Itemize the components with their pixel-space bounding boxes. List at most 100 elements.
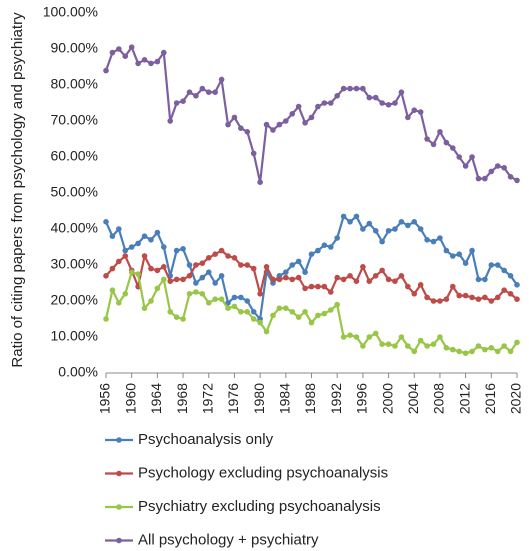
data-point	[353, 334, 360, 340]
data-point	[321, 242, 328, 248]
data-point	[392, 278, 398, 285]
data-point	[430, 238, 437, 245]
x-tick-label: 1956	[97, 383, 113, 414]
data-point	[501, 165, 507, 171]
data-point	[141, 57, 148, 63]
data-point	[514, 339, 520, 346]
y-tick-label: 60.00%	[51, 148, 98, 164]
data-point	[218, 76, 225, 83]
data-point	[315, 247, 321, 254]
data-point	[257, 179, 263, 185]
data-point	[443, 296, 450, 303]
data-point	[469, 247, 475, 254]
data-point	[141, 233, 148, 239]
data-point	[353, 85, 360, 92]
data-point	[379, 341, 385, 348]
data-point	[488, 168, 495, 175]
data-point	[212, 296, 218, 303]
data-point	[103, 219, 109, 225]
x-tick-label: 2008	[431, 383, 447, 414]
y-tick-label: 70.00%	[51, 112, 98, 128]
data-point	[167, 118, 174, 124]
data-point	[289, 111, 296, 117]
data-point	[321, 310, 328, 317]
x-tick-label: 1984	[277, 383, 293, 414]
y-axis-label: Ratio of citing papers from psychology a…	[9, 12, 26, 368]
data-point	[437, 129, 443, 135]
legend-label: Psychology excluding psychoanalysis	[138, 464, 388, 481]
data-point	[212, 251, 218, 257]
data-point	[270, 312, 276, 319]
data-point	[148, 265, 154, 272]
data-point	[449, 253, 456, 259]
data-point	[507, 291, 514, 297]
data-point	[360, 343, 366, 349]
data-point	[238, 294, 244, 301]
data-point	[482, 294, 488, 301]
data-point	[244, 129, 251, 135]
data-point	[225, 300, 231, 306]
data-point	[212, 280, 218, 286]
data-point	[238, 125, 244, 131]
data-point	[289, 276, 296, 283]
data-point	[250, 316, 257, 322]
data-point	[295, 274, 302, 281]
data-point	[135, 60, 141, 67]
data-point	[103, 67, 109, 74]
data-point	[507, 174, 514, 180]
data-point	[148, 60, 154, 67]
data-point	[135, 240, 141, 247]
data-point	[360, 85, 366, 92]
data-point	[231, 303, 238, 310]
data-point	[443, 345, 450, 351]
data-point	[250, 150, 257, 157]
data-point	[109, 233, 116, 239]
data-point	[482, 175, 488, 182]
data-point	[411, 348, 418, 355]
data-point	[257, 291, 263, 297]
data-point	[315, 283, 321, 290]
data-point	[302, 120, 308, 126]
data-point	[205, 300, 212, 306]
data-point	[109, 287, 116, 294]
data-point	[122, 247, 129, 254]
data-point	[334, 301, 340, 308]
data-point	[250, 265, 257, 272]
data-point	[122, 253, 129, 259]
data-point	[167, 309, 174, 315]
data-point	[302, 309, 308, 315]
data-point	[308, 251, 315, 257]
data-point	[405, 222, 411, 229]
data-point	[475, 276, 482, 283]
data-point	[283, 269, 289, 276]
x-tick-label: 1988	[302, 383, 318, 414]
data-point	[180, 276, 186, 283]
data-point	[424, 237, 430, 243]
data-point	[340, 276, 347, 283]
data-point	[116, 226, 122, 232]
data-point	[424, 294, 430, 301]
data-point	[218, 273, 225, 279]
data-point	[308, 283, 315, 290]
data-point	[411, 107, 418, 113]
data-point	[270, 276, 276, 283]
data-point	[263, 328, 270, 335]
data-point	[385, 228, 392, 234]
data-point	[366, 278, 373, 285]
data-point	[180, 316, 186, 322]
data-point	[443, 139, 450, 146]
data-point	[372, 228, 379, 234]
data-point	[250, 309, 257, 315]
data-point	[507, 348, 514, 355]
data-point	[327, 289, 334, 295]
data-point	[411, 219, 418, 225]
data-point	[482, 346, 488, 353]
data-point	[366, 94, 373, 101]
y-tick-label: 100.00%	[43, 4, 98, 20]
data-point	[405, 114, 411, 121]
data-point	[360, 264, 366, 270]
x-tick-label: 2020	[508, 383, 524, 414]
data-point	[160, 276, 167, 283]
data-point	[122, 291, 129, 297]
data-point	[193, 280, 199, 286]
